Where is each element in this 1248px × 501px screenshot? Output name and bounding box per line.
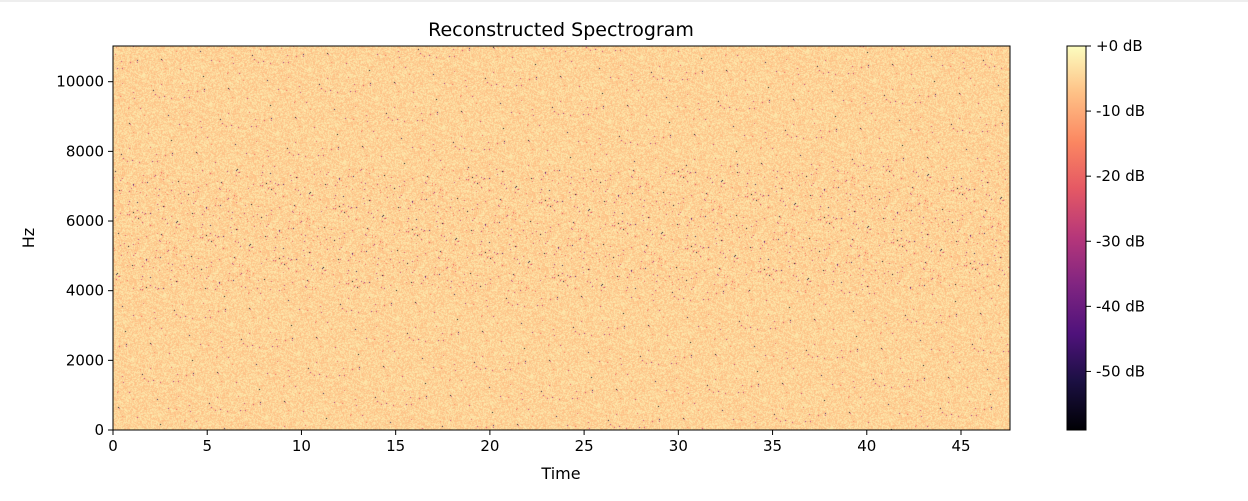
spectrogram-image — [113, 46, 1010, 430]
y-tick-label: 0 — [94, 421, 104, 439]
colorbar-tick-label: -20 dB — [1096, 167, 1145, 185]
y-axis-label: Hz — [19, 228, 38, 248]
x-tick-label: 0 — [108, 437, 118, 455]
x-tick-label: 10 — [292, 437, 311, 455]
colorbar-tick-label: -50 dB — [1096, 362, 1145, 380]
colorbar-frame — [1066, 45, 1087, 431]
x-tick-label: 20 — [480, 437, 499, 455]
y-tick-label: 8000 — [66, 142, 104, 160]
y-tick-label: 4000 — [66, 282, 104, 300]
x-tick-label: 35 — [763, 437, 782, 455]
top-rule — [0, 0, 1248, 2]
x-tick-label: 40 — [857, 437, 876, 455]
x-tick-label: 30 — [669, 437, 688, 455]
y-axis-ticks: 0 2000 4000 6000 8000 10000 — [56, 73, 113, 439]
y-tick-label: 6000 — [66, 212, 104, 230]
colorbar-gradient — [1067, 46, 1086, 430]
x-tick-label: 15 — [386, 437, 405, 455]
colorbar-tick-label: -10 dB — [1096, 102, 1145, 120]
x-tick-label: 45 — [951, 437, 970, 455]
colorbar-tick-label: -30 dB — [1096, 232, 1145, 250]
y-tick-label: 10000 — [56, 73, 104, 91]
chart-title: Reconstructed Spectrogram — [428, 19, 694, 41]
x-axis-ticks: 0 5 10 15 20 25 30 35 40 45 — [108, 430, 971, 455]
colorbar: +0 dB -10 dB -20 dB -30 dB -40 dB -50 dB — [1066, 37, 1145, 431]
x-axis-label: Time — [540, 464, 580, 483]
x-tick-label: 5 — [202, 437, 212, 455]
colorbar-tick-label: +0 dB — [1096, 37, 1143, 55]
x-tick-label: 25 — [575, 437, 594, 455]
y-tick-label: 2000 — [66, 351, 104, 369]
plot-frame — [112, 45, 1011, 431]
colorbar-tick-label: -40 dB — [1096, 297, 1145, 315]
colorbar-ticks: +0 dB -10 dB -20 dB -30 dB -40 dB -50 dB — [1086, 37, 1145, 380]
plot-area — [112, 45, 1011, 431]
